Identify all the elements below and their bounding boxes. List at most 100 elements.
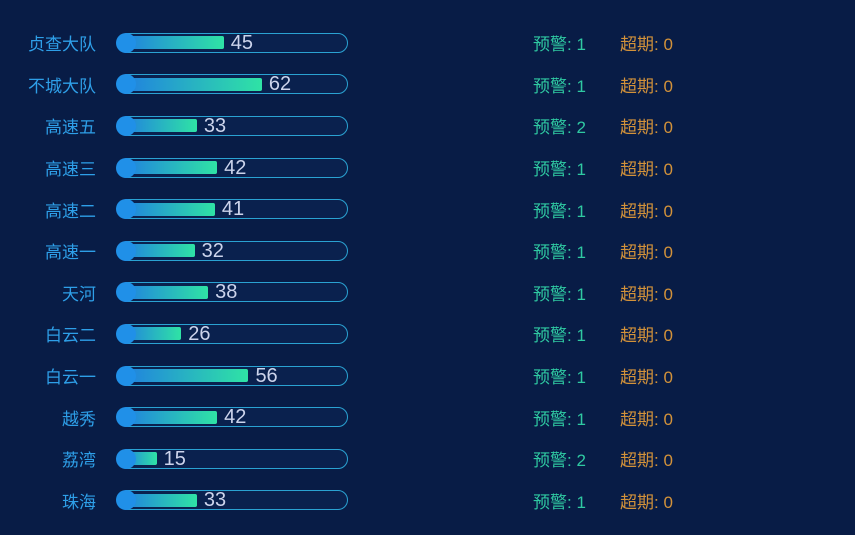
- warning-stat: 预警: 1: [533, 492, 586, 512]
- gauge-track: 56: [118, 364, 348, 387]
- category-label: 荔湾: [62, 451, 96, 471]
- chart-row: 不城大队 62 预警: 1 超期: 0: [0, 64, 855, 106]
- category-label: 高速二: [45, 201, 96, 221]
- overdue-stat: 超期: 0: [620, 243, 673, 263]
- warning-stat: 预警: 1: [533, 326, 586, 346]
- category-label: 贞查大队: [28, 35, 96, 55]
- gauge-bar: 45: [116, 32, 348, 53]
- gauge-value: 15: [163, 447, 186, 470]
- row-stats: 预警: 2 超期: 0: [533, 113, 673, 138]
- gauge-track: 26: [118, 323, 348, 344]
- gauge-bar: 56: [116, 364, 348, 387]
- gauge-start-dot: [116, 199, 136, 220]
- gauge-bar: 32: [116, 239, 348, 262]
- row-stats: 预警: 2 超期: 0: [533, 446, 673, 471]
- overdue-stat: 超期: 0: [620, 35, 673, 55]
- gauge-start-dot: [116, 32, 136, 53]
- gauge-value: 42: [224, 156, 247, 179]
- gauge-track: 62: [118, 73, 348, 96]
- warning-stat: 预警: 1: [533, 243, 586, 263]
- gauge-start-dot: [116, 115, 136, 136]
- gauge-value: 62: [268, 73, 292, 96]
- row-stats: 预警: 1 超期: 0: [533, 280, 673, 305]
- category-label: 天河: [62, 284, 96, 304]
- row-stats: 预警: 1 超期: 0: [533, 488, 673, 513]
- overdue-stat: 超期: 0: [620, 76, 673, 96]
- overdue-stat: 超期: 0: [620, 451, 673, 471]
- category-label: 白云一: [45, 368, 96, 388]
- chart-row: 高速五 33 预警: 2 超期: 0: [0, 105, 855, 147]
- category-label: 高速一: [45, 243, 96, 263]
- gauge-fill: [123, 493, 197, 507]
- gauge-value: 38: [215, 281, 238, 304]
- gauge-value: 32: [201, 239, 224, 262]
- gauge-value: 33: [203, 114, 227, 137]
- warning-stat: 预警: 1: [533, 201, 586, 221]
- warning-stat: 预警: 2: [533, 451, 586, 471]
- gauge-track: 33: [118, 114, 348, 137]
- overdue-stat: 超期: 0: [620, 284, 673, 304]
- gauge-start-dot: [116, 490, 136, 511]
- gauge-bar: 42: [116, 406, 348, 429]
- gauge-start-dot: [116, 365, 136, 386]
- category-label: 高速三: [45, 160, 96, 180]
- gauge-fill: [123, 285, 209, 299]
- overdue-stat: 超期: 0: [620, 201, 673, 221]
- gauge-bar: 15: [116, 447, 348, 470]
- gauge-bar: 41: [116, 198, 348, 221]
- gauge-fill: [123, 36, 224, 50]
- gauge-fill: [123, 244, 195, 258]
- gauge-fill: [123, 77, 262, 91]
- overdue-stat: 超期: 0: [620, 368, 673, 388]
- warning-stat: 预警: 2: [533, 118, 586, 138]
- gauge-value: 56: [255, 364, 278, 387]
- chart-row: 白云一 56 预警: 1 超期: 0: [0, 355, 855, 397]
- brigade-gauge-chart: 贞查大队 45 预警: 1 超期: 0 不城大队 62 预警: 1 超期: 0: [0, 22, 855, 521]
- gauge-bar: 33: [116, 489, 348, 512]
- gauge-fill: [123, 327, 182, 341]
- gauge-fill: [123, 202, 215, 216]
- row-stats: 预警: 1 超期: 0: [533, 72, 673, 97]
- gauge-fill: [123, 119, 197, 133]
- category-label: 越秀: [62, 409, 96, 429]
- chart-row: 荔湾 15 预警: 2 超期: 0: [0, 438, 855, 480]
- gauge-value: 42: [224, 406, 247, 429]
- gauge-start-dot: [116, 448, 136, 469]
- gauge-track: 32: [118, 239, 348, 262]
- gauge-fill: [123, 161, 218, 175]
- gauge-start-dot: [116, 282, 136, 303]
- gauge-track: 15: [118, 447, 348, 470]
- chart-rows: 贞查大队 45 预警: 1 超期: 0 不城大队 62 预警: 1 超期: 0: [0, 22, 855, 521]
- chart-row: 天河 38 预警: 1 超期: 0: [0, 272, 855, 314]
- chart-row: 贞查大队 45 预警: 1 超期: 0: [0, 22, 855, 64]
- gauge-track: 42: [118, 406, 348, 429]
- gauge-value: 41: [221, 198, 245, 221]
- overdue-stat: 超期: 0: [620, 409, 673, 429]
- category-label: 高速五: [45, 118, 96, 138]
- overdue-stat: 超期: 0: [620, 326, 673, 346]
- gauge-start-dot: [116, 157, 136, 178]
- overdue-stat: 超期: 0: [620, 118, 673, 138]
- gauge-track: 33: [118, 489, 348, 512]
- overdue-stat: 超期: 0: [620, 492, 673, 512]
- warning-stat: 预警: 1: [533, 76, 586, 96]
- gauge-start-dot: [116, 323, 136, 344]
- gauge-bar: 62: [116, 73, 348, 96]
- gauge-value: 33: [203, 489, 227, 512]
- row-stats: 预警: 1 超期: 0: [533, 197, 673, 222]
- gauge-track: 41: [118, 198, 348, 221]
- overdue-stat: 超期: 0: [620, 160, 673, 180]
- gauge-track: 45: [118, 32, 348, 53]
- warning-stat: 预警: 1: [533, 368, 586, 388]
- category-label: 白云二: [45, 326, 96, 346]
- category-label: 珠海: [62, 492, 96, 512]
- chart-row: 白云二 26 预警: 1 超期: 0: [0, 313, 855, 355]
- row-stats: 预警: 1 超期: 0: [533, 321, 673, 346]
- category-label: 不城大队: [28, 76, 96, 96]
- warning-stat: 预警: 1: [533, 284, 586, 304]
- warning-stat: 预警: 1: [533, 160, 586, 180]
- gauge-track: 38: [118, 281, 348, 304]
- row-stats: 预警: 1 超期: 0: [533, 238, 673, 263]
- row-stats: 预警: 1 超期: 0: [533, 363, 673, 388]
- warning-stat: 预警: 1: [533, 35, 586, 55]
